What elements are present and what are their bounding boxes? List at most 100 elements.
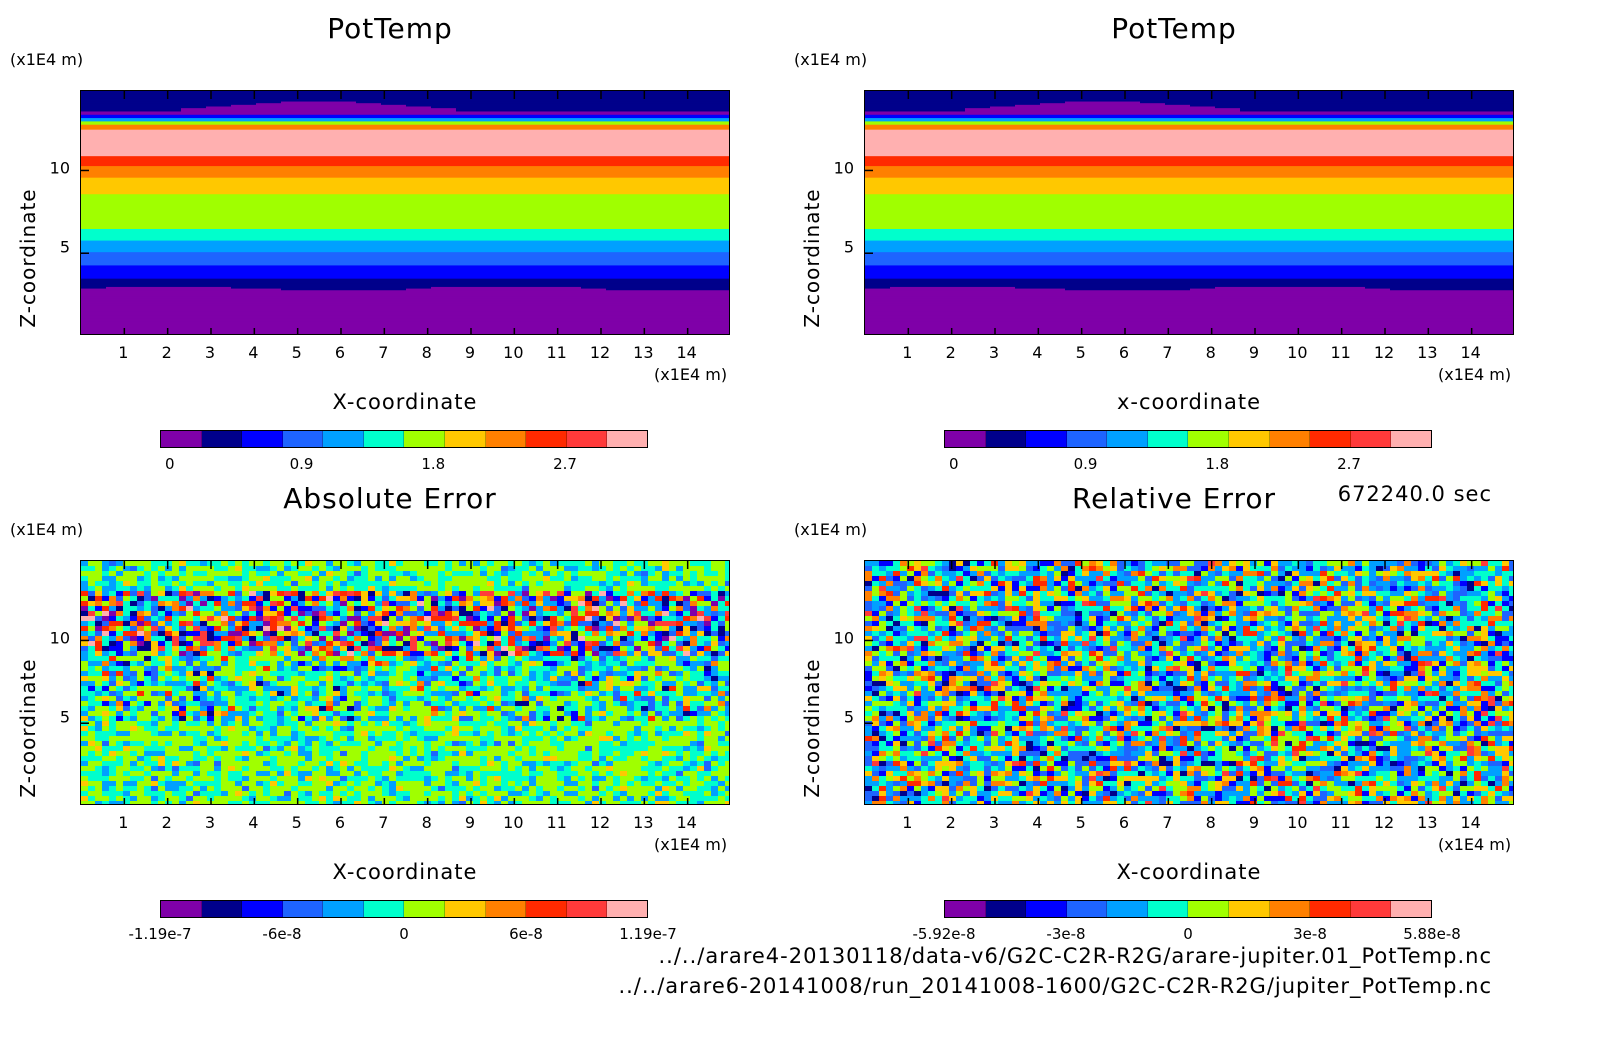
- heatmap-cell: [431, 143, 457, 147]
- heatmap-cell: [231, 287, 257, 291]
- heatmap-cell: [306, 147, 332, 150]
- heatmap-cell: [406, 331, 432, 334]
- heatmap-cell: [456, 92, 482, 95]
- heatmap-cell: [156, 235, 182, 238]
- heatmap-cell: [606, 236, 632, 239]
- heatmap-cell: [331, 155, 357, 158]
- heatmap-cell: [915, 211, 941, 215]
- heatmap-cell: [706, 286, 729, 289]
- heatmap-cell: [131, 180, 157, 183]
- heatmap-cell: [506, 258, 532, 261]
- heatmap-cell: [356, 168, 382, 172]
- heatmap-cell: [181, 95, 207, 99]
- heatmap-cell: [456, 258, 482, 261]
- heatmap-cell: [1015, 215, 1041, 218]
- heatmap-cell: [940, 129, 966, 132]
- colorbar-tick-label: 1.8: [421, 455, 446, 473]
- heatmap-cell: [531, 173, 557, 177]
- heatmap-cell: [456, 230, 482, 233]
- heatmap-cell: [281, 157, 307, 160]
- heatmap-cell: [1015, 195, 1041, 198]
- heatmap-cell: [256, 248, 282, 251]
- heatmap-cell: [456, 264, 482, 268]
- heatmap-cell: [256, 114, 282, 117]
- heatmap-cell: [106, 251, 132, 254]
- heatmap-cell: [406, 326, 432, 329]
- heatmap-cell: [631, 324, 657, 327]
- heatmap-cell: [81, 105, 107, 109]
- heatmap-cell: [381, 97, 407, 100]
- heatmap-cell: [456, 135, 482, 138]
- heatmap-cell: [990, 259, 1016, 263]
- heatmap-cell: [631, 238, 657, 241]
- heatmap-cell: [506, 182, 532, 185]
- heatmap-cell: [506, 309, 532, 312]
- heatmap-cell: [256, 220, 282, 223]
- heatmap-cell: [381, 294, 407, 297]
- heatmap-cell: [890, 187, 916, 190]
- heatmap-cell: [706, 278, 729, 281]
- heatmap-cell: [231, 208, 257, 211]
- heatmap-cell: [106, 200, 132, 203]
- heatmap-cell: [990, 210, 1016, 213]
- heatmap-cell: [356, 201, 382, 205]
- heatmap-cell: [915, 319, 941, 322]
- heatmap-cell: [231, 235, 257, 238]
- heatmap-cell: [865, 180, 891, 183]
- heatmap-cell: [381, 263, 407, 266]
- x-tick-label: 11: [546, 343, 567, 362]
- heatmap-cell: [531, 291, 557, 294]
- heatmap-cell: [965, 301, 991, 304]
- heatmap-cell: [156, 268, 182, 271]
- heatmap-cell: [106, 145, 132, 148]
- heatmap-cell: [406, 107, 432, 110]
- heatmap-cell: [681, 208, 707, 211]
- heatmap-cell: [940, 213, 966, 216]
- heatmap-cell: [990, 95, 1016, 99]
- heatmap-cell: [331, 162, 357, 165]
- heatmap-cell: [456, 302, 482, 306]
- heatmap-cell: [256, 188, 282, 191]
- heatmap-cell: [356, 321, 382, 324]
- heatmap-cell: [606, 99, 632, 102]
- heatmap-cell: [915, 230, 941, 233]
- heatmap-cell: [406, 195, 432, 198]
- heatmap-cell: [81, 114, 107, 117]
- heatmap-cell: [506, 193, 532, 196]
- heatmap-cell: [356, 304, 382, 307]
- heatmap-cell: [940, 241, 966, 244]
- heatmap-cell: [456, 263, 482, 266]
- heatmap-cell: [81, 253, 107, 256]
- heatmap-cell: [206, 278, 232, 281]
- heatmap-cell: [556, 124, 582, 127]
- heatmap-cell: [865, 324, 891, 327]
- heatmap-cell: [306, 241, 332, 244]
- heatmap-cell: [915, 317, 941, 321]
- heatmap-cell: [81, 100, 107, 104]
- heatmap-cell: [131, 221, 157, 225]
- heatmap-cell: [306, 216, 332, 220]
- heatmap-cell: [656, 158, 682, 162]
- heatmap-cell: [581, 239, 607, 243]
- heatmap-cell: [890, 241, 916, 244]
- heatmap-cell: [231, 258, 257, 261]
- heatmap-cell: [581, 334, 607, 335]
- heatmap-cell: [406, 327, 432, 330]
- heatmap-cell: [965, 279, 991, 282]
- heatmap-cell: [381, 162, 407, 165]
- heatmap-cell: [481, 177, 507, 180]
- heatmap-cell: [915, 312, 941, 316]
- heatmap-cell: [531, 268, 557, 271]
- heatmap-cell: [965, 205, 991, 208]
- heatmap-cell: [206, 302, 232, 306]
- heatmap-cell: [181, 299, 207, 302]
- heatmap-cell: [381, 218, 407, 221]
- heatmap-cell: [656, 152, 682, 155]
- heatmap-cell: [131, 301, 157, 304]
- heatmap-cell: [990, 223, 1016, 226]
- heatmap-cell: [706, 163, 729, 167]
- heatmap-cell: [890, 135, 916, 138]
- heatmap-cell: [940, 170, 966, 173]
- heatmap-cell: [706, 120, 729, 124]
- heatmap-cell: [81, 157, 107, 160]
